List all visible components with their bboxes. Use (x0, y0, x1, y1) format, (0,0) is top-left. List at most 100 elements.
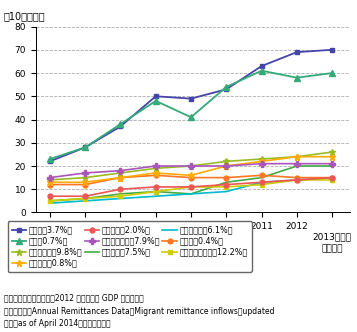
パキスタン（6.1%） (118, 197, 122, 201)
インド（3.7%） (189, 97, 193, 101)
フランス（0.8%） (118, 176, 122, 180)
フィリピン（9.8%） (83, 176, 87, 180)
バングラデシュ（12.2%） (260, 183, 264, 187)
パキスタン（6.1%） (189, 192, 193, 196)
フランス（0.8%） (224, 164, 228, 168)
ドイツ（0.4%） (154, 173, 158, 177)
フィリピン（9.8%） (224, 159, 228, 163)
フィリピン（9.8%） (189, 164, 193, 168)
ナイジェリア（7.9%） (48, 176, 52, 180)
インド（3.7%） (330, 48, 335, 52)
ナイジェリア（7.9%） (295, 162, 299, 166)
ナイジェリア（7.9%） (189, 164, 193, 168)
エジプト（7.5%） (330, 164, 335, 168)
Legend: インド（3.7%）, 中国（0.7%）, フィリピン（9.8%）, フランス（0.8%）, メキシコ（2.0%）, ナイジェリア（7.9%）, エジプト（7.5: インド（3.7%）, 中国（0.7%）, フィリピン（9.8%）, フランス（0… (7, 221, 252, 272)
フランス（0.8%） (48, 180, 52, 184)
フィリピン（9.8%） (260, 157, 264, 161)
Text: 資料：世銀「Annual Remittances Data（Migrant remittance inflows）updated: 資料：世銀「Annual Remittances Data（Migrant re… (4, 307, 274, 316)
ナイジェリア（7.9%） (260, 162, 264, 166)
ナイジェリア（7.9%） (83, 171, 87, 175)
パキスタン（6.1%） (83, 199, 87, 203)
Line: ドイツ（0.4%）: ドイツ（0.4%） (47, 173, 335, 187)
Line: フランス（0.8%）: フランス（0.8%） (46, 153, 336, 186)
中国（0.7%） (48, 157, 52, 161)
ナイジェリア（7.9%） (330, 162, 335, 166)
エジプト（7.5%） (224, 180, 228, 184)
パキスタン（6.1%） (260, 180, 264, 184)
バングラデシュ（12.2%） (189, 185, 193, 189)
フランス（0.8%） (295, 155, 299, 159)
ドイツ（0.4%） (83, 183, 87, 187)
中国（0.7%） (118, 122, 122, 126)
バングラデシュ（12.2%） (224, 185, 228, 189)
Text: 備考：凡例の（　）は、2012 年送金額の GDP 比を示す。: 備考：凡例の（ ）は、2012 年送金額の GDP 比を示す。 (4, 294, 143, 303)
フランス（0.8%） (189, 173, 193, 177)
Line: メキシコ（2.0%）: メキシコ（2.0%） (47, 175, 335, 199)
メキシコ（2.0%） (154, 185, 158, 189)
Line: ナイジェリア（7.9%）: ナイジェリア（7.9%） (47, 161, 335, 180)
フランス（0.8%） (154, 171, 158, 175)
エジプト（7.5%） (154, 190, 158, 194)
フィリピン（9.8%） (154, 166, 158, 170)
ドイツ（0.4%） (224, 176, 228, 180)
フランス（0.8%） (83, 180, 87, 184)
中国（0.7%） (260, 69, 264, 73)
バングラデシュ（12.2%） (330, 178, 335, 182)
メキシコ（2.0%） (260, 180, 264, 184)
中国（0.7%） (295, 76, 299, 80)
バングラデシュ（12.2%） (295, 178, 299, 182)
Text: as of April 2014）」から作成。: as of April 2014）」から作成。 (4, 319, 110, 328)
メキシコ（2.0%） (189, 185, 193, 189)
Text: 2013（年）: 2013（年） (313, 232, 352, 241)
エジプト（7.5%） (118, 192, 122, 196)
フィリピン（9.8%） (118, 171, 122, 175)
中国（0.7%） (330, 71, 335, 75)
Line: パキスタン（6.1%）: パキスタン（6.1%） (50, 178, 332, 203)
メキシコ（2.0%） (83, 194, 87, 198)
フィリピン（9.8%） (330, 150, 335, 154)
インド（3.7%） (83, 145, 87, 149)
メキシコ（2.0%） (295, 178, 299, 182)
パキスタン（6.1%） (154, 194, 158, 198)
中国（0.7%） (224, 85, 228, 89)
中国（0.7%） (189, 115, 193, 119)
メキシコ（2.0%） (224, 183, 228, 187)
インド（3.7%） (224, 87, 228, 91)
ドイツ（0.4%） (330, 176, 335, 180)
ナイジェリア（7.9%） (224, 164, 228, 168)
フランス（0.8%） (330, 155, 335, 159)
エジプト（7.5%） (48, 199, 52, 203)
インド（3.7%） (260, 64, 264, 68)
バングラデシュ（12.2%） (48, 199, 52, 203)
インド（3.7%） (48, 159, 52, 163)
Text: （予測）: （予測） (321, 244, 343, 253)
バングラデシュ（12.2%） (118, 194, 122, 198)
バングラデシュ（12.2%） (83, 197, 87, 201)
エジプト（7.5%） (83, 197, 87, 201)
Line: バングラデシュ（12.2%）: バングラデシュ（12.2%） (47, 178, 335, 203)
フィリピン（9.8%） (48, 178, 52, 182)
Line: 中国（0.7%）: 中国（0.7%） (47, 68, 335, 162)
Line: インド（3.7%）: インド（3.7%） (47, 47, 335, 164)
バングラデシュ（12.2%） (154, 190, 158, 194)
パキスタン（6.1%） (295, 178, 299, 182)
Line: エジプト（7.5%）: エジプト（7.5%） (50, 166, 332, 201)
フィリピン（9.8%） (295, 155, 299, 159)
ナイジェリア（7.9%） (118, 169, 122, 173)
ドイツ（0.4%） (260, 173, 264, 177)
ドイツ（0.4%） (48, 183, 52, 187)
メキシコ（2.0%） (48, 194, 52, 198)
ドイツ（0.4%） (295, 176, 299, 180)
中国（0.7%） (154, 99, 158, 103)
中国（0.7%） (83, 145, 87, 149)
エジプト（7.5%） (260, 176, 264, 180)
エジプト（7.5%） (189, 192, 193, 196)
インド（3.7%） (295, 50, 299, 54)
ドイツ（0.4%） (118, 176, 122, 180)
Line: フィリピン（9.8%）: フィリピン（9.8%） (46, 149, 336, 183)
メキシコ（2.0%） (330, 176, 335, 180)
パキスタン（6.1%） (224, 190, 228, 194)
エジプト（7.5%） (295, 164, 299, 168)
ナイジェリア（7.9%） (154, 164, 158, 168)
フランス（0.8%） (260, 159, 264, 163)
